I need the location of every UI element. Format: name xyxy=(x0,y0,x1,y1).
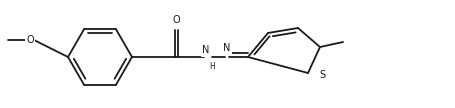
Text: O: O xyxy=(26,35,34,45)
Text: O: O xyxy=(172,15,179,25)
Text: N: N xyxy=(223,43,230,53)
Text: H: H xyxy=(209,62,214,71)
Text: S: S xyxy=(318,70,324,80)
Text: N: N xyxy=(202,45,209,55)
